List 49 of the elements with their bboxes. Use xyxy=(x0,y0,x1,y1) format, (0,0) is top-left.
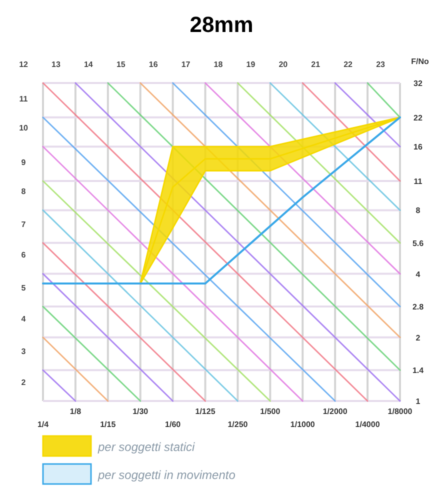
x-tick-label: 1/250 xyxy=(228,420,248,429)
text: 10 xyxy=(19,124,29,133)
y-tick-label: 32 xyxy=(414,79,423,88)
text: 5 xyxy=(21,283,26,292)
text: 6 xyxy=(21,250,26,260)
x-tick-label: 1/500 xyxy=(260,407,281,416)
text: 16 xyxy=(148,60,158,69)
y-tick-label: 2 xyxy=(416,333,421,342)
text: 8 xyxy=(21,187,26,196)
text: 9 xyxy=(21,158,26,167)
text: 11 xyxy=(19,94,28,104)
y-tick-label: 5.6 xyxy=(412,238,424,248)
text: 20 xyxy=(278,60,288,69)
x-tick-label: 1/15 xyxy=(100,420,116,429)
y-axis-title: F/No xyxy=(411,57,429,66)
text: 19 xyxy=(246,60,256,69)
chart-title: 28mm xyxy=(190,12,254,37)
text: 13 xyxy=(52,60,61,69)
x-tick-label: 1/30 xyxy=(132,407,149,416)
x-tick-label: 1/2000 xyxy=(322,407,348,416)
x-tick-label: 1/8 xyxy=(70,407,82,416)
x-tick-label: 1/8000 xyxy=(388,407,413,416)
x-tick-label: 1/4000 xyxy=(355,420,380,429)
x-tick-label: 1/125 xyxy=(195,407,216,416)
y-tick-label: 2.8 xyxy=(412,302,424,312)
text: 14 xyxy=(84,60,94,69)
y-tick-label: 16 xyxy=(414,142,423,152)
text: 12 xyxy=(19,60,29,69)
text: 7 xyxy=(21,220,26,229)
text: 2 xyxy=(21,378,26,387)
text: 21 xyxy=(311,60,321,69)
text: 18 xyxy=(214,60,224,69)
y-tick-label: 11 xyxy=(414,176,423,186)
text: 17 xyxy=(181,60,191,69)
x-tick-label: 1/1000 xyxy=(290,420,316,429)
legend-label: per soggetti in movimento xyxy=(97,468,236,482)
y-tick-label: 22 xyxy=(414,113,423,122)
x-tick-label: 1/4 xyxy=(37,420,50,429)
text: 3 xyxy=(21,347,26,356)
text: 22 xyxy=(344,60,354,69)
text: 15 xyxy=(116,60,126,69)
y-tick-label: 4 xyxy=(416,270,421,279)
legend-label: per soggetti statici xyxy=(97,440,196,454)
y-tick-label: 1.4 xyxy=(412,366,424,376)
text: 4 xyxy=(21,314,26,324)
text: 23 xyxy=(376,60,386,69)
x-tick-label: 1/60 xyxy=(165,420,182,429)
y-tick-label: 1 xyxy=(416,397,421,406)
y-tick-label: 8 xyxy=(416,206,421,216)
